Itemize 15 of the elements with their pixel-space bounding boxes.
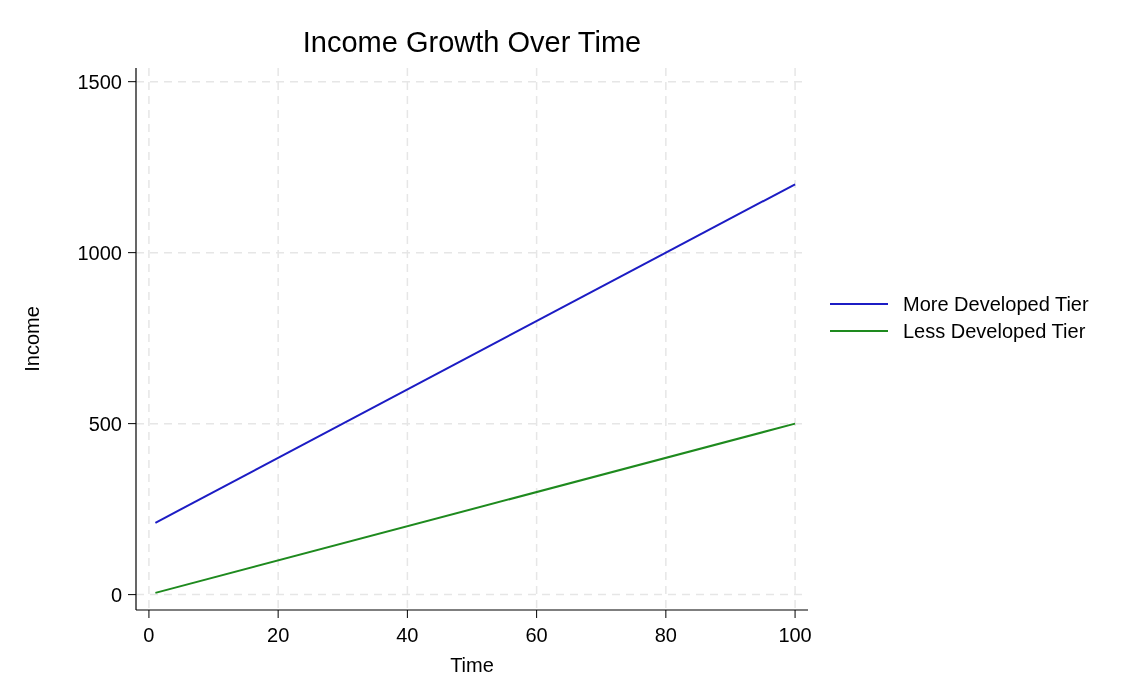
x-tick-label: 100 bbox=[778, 624, 812, 646]
y-tick-label: 0 bbox=[110, 583, 122, 606]
x-axis-title: Time bbox=[450, 654, 494, 673]
y-tick-label: 500 bbox=[88, 412, 122, 435]
y-tick-label: 1000 bbox=[77, 241, 122, 264]
legend-label: More Developed Tier bbox=[903, 293, 1089, 315]
y-axis-title: Income bbox=[21, 306, 43, 372]
x-tick-label: 80 bbox=[654, 624, 677, 646]
x-tick-label: 20 bbox=[267, 624, 290, 646]
x-tick-label: 60 bbox=[525, 624, 548, 646]
x-tick-label: 0 bbox=[143, 624, 155, 646]
y-tick-label: 1500 bbox=[77, 70, 122, 93]
x-tick-label: 40 bbox=[396, 624, 419, 646]
legend-label: Less Developed Tier bbox=[903, 320, 1086, 342]
chart-title: Income Growth Over Time bbox=[302, 26, 642, 58]
